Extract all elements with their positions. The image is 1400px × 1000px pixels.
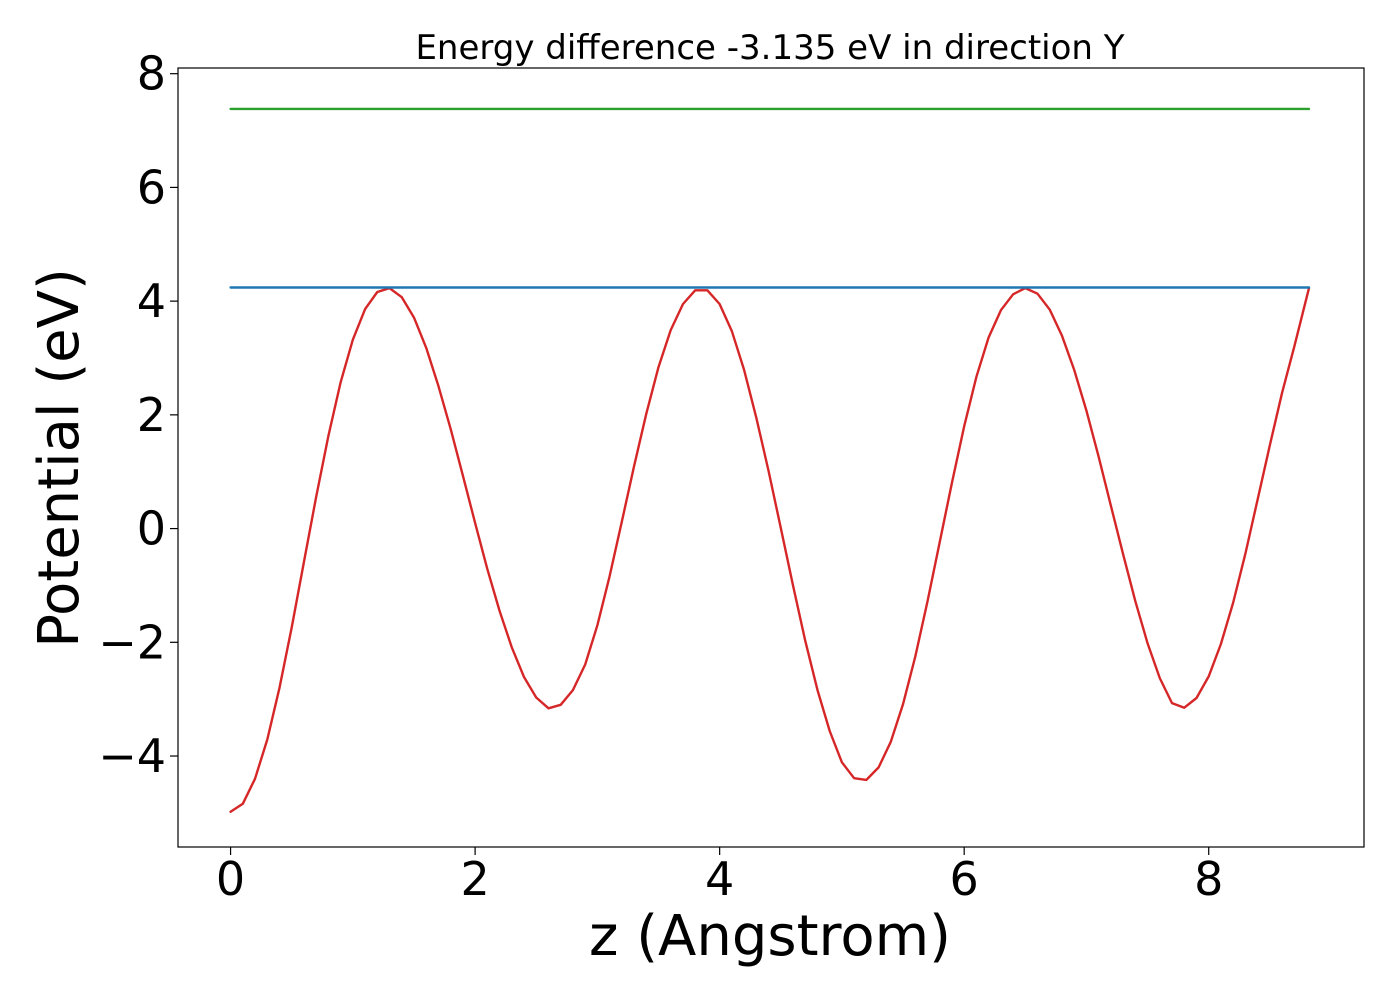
plot-area	[229, 107, 1311, 813]
chart-title: Energy difference -3.135 eV in direction…	[415, 28, 1124, 68]
y-tick-label: 8	[137, 47, 166, 101]
x-tick-label: 0	[216, 852, 245, 906]
y-tick-label: 6	[137, 160, 166, 214]
y-tick-label: −2	[98, 615, 166, 669]
y-tick-label: 0	[137, 502, 166, 556]
x-tick-label: 4	[705, 852, 734, 906]
y-tick-label: 2	[137, 388, 166, 442]
x-axis: 0 2 4 6 8	[216, 847, 1223, 906]
plot-frame	[177, 67, 1365, 848]
x-axis-label: z (Angstrom)	[589, 904, 951, 969]
x-tick-label: 8	[1194, 852, 1223, 906]
x-tick-label: 6	[950, 852, 979, 906]
y-tick-label: −4	[98, 729, 166, 783]
y-axis-label: Potential (eV)	[27, 268, 92, 648]
y-tick-label: 4	[137, 274, 166, 328]
y-axis: −4 −2 0 2 4 6 8	[98, 47, 178, 783]
series-line-0	[229, 286, 1311, 813]
x-tick-label: 2	[460, 852, 489, 906]
